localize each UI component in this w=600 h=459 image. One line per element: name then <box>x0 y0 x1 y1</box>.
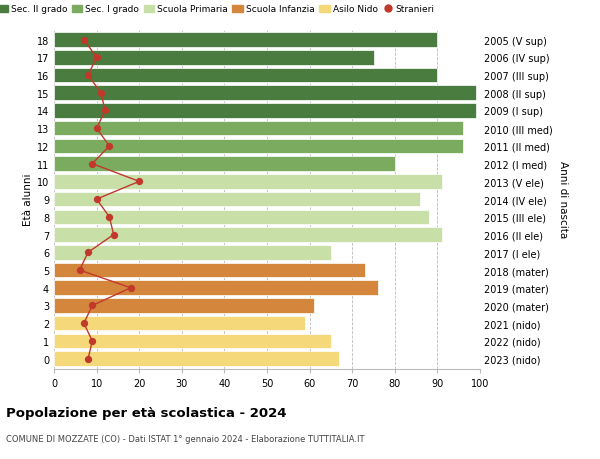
Point <box>88 337 97 345</box>
Bar <box>54 33 437 48</box>
Point <box>79 320 89 327</box>
Point <box>83 72 93 79</box>
Point <box>104 143 114 150</box>
Bar <box>54 210 429 224</box>
Point <box>92 55 101 62</box>
Bar <box>54 298 314 313</box>
Point <box>83 249 93 257</box>
Point <box>83 355 93 363</box>
Bar <box>54 263 365 278</box>
Point <box>79 37 89 44</box>
Y-axis label: Età alunni: Età alunni <box>23 174 32 226</box>
Point <box>100 107 110 115</box>
Bar <box>54 334 331 348</box>
Point <box>104 214 114 221</box>
Point <box>126 285 136 292</box>
Point <box>109 231 118 239</box>
Bar <box>54 316 305 331</box>
Point <box>92 196 101 203</box>
Text: COMUNE DI MOZZATE (CO) - Dati ISTAT 1° gennaio 2024 - Elaborazione TUTTITALIA.IT: COMUNE DI MOZZATE (CO) - Dati ISTAT 1° g… <box>6 434 365 443</box>
Bar <box>54 86 476 101</box>
Point <box>96 90 106 97</box>
Point <box>88 161 97 168</box>
Bar <box>54 140 463 154</box>
Point <box>134 178 144 185</box>
Bar <box>54 68 437 83</box>
Bar <box>54 228 442 242</box>
Bar <box>54 192 421 207</box>
Bar <box>54 122 463 136</box>
Legend: Sec. II grado, Sec. I grado, Scuola Primaria, Scuola Infanzia, Asilo Nido, Stran: Sec. II grado, Sec. I grado, Scuola Prim… <box>0 6 435 14</box>
Point <box>88 302 97 309</box>
Bar <box>54 157 395 172</box>
Bar <box>54 51 373 65</box>
Text: Popolazione per età scolastica - 2024: Popolazione per età scolastica - 2024 <box>6 406 287 419</box>
Bar <box>54 104 476 118</box>
Y-axis label: Anni di nascita: Anni di nascita <box>559 161 568 238</box>
Point <box>75 267 85 274</box>
Bar <box>54 281 378 296</box>
Bar <box>54 246 331 260</box>
Bar <box>54 352 340 366</box>
Point <box>92 125 101 133</box>
Bar <box>54 175 442 189</box>
